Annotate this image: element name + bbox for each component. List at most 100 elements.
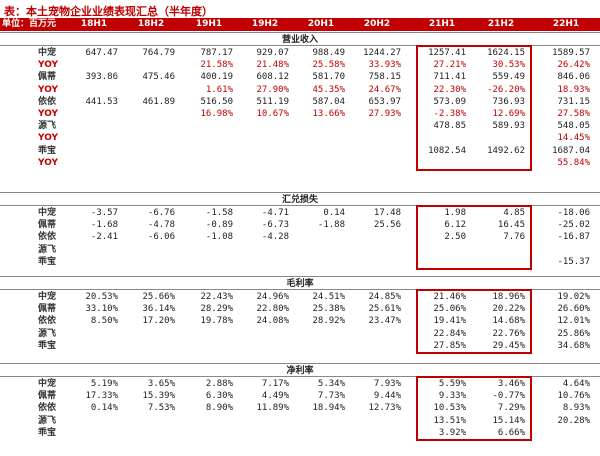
table-cell: 27.85% [433, 340, 466, 351]
table-cell: 25.86% [557, 328, 590, 339]
table-cell: 4.64% [562, 379, 590, 389]
table-row: 佩蒂 393.86 475.46 400.19 608.12 581.70 758.15 71… [0, 71, 600, 83]
table-cell: 929.07 [256, 48, 289, 58]
table-cell: -1.68 [90, 220, 118, 231]
table-cell: 15.39% [142, 391, 175, 402]
table-cell: 9.44% [373, 391, 401, 402]
row-label: 依依 [38, 316, 57, 327]
row-label: 中宠 [38, 208, 57, 218]
table-cell: 9.33% [438, 391, 466, 402]
table-cell: -25.02 [557, 220, 590, 231]
table-cell: 8.93% [562, 403, 590, 414]
table-row: 中宠 5.19% 3.65% 2.88% 7.17% 5.34% 7.93% 5.59% 3.4… [0, 378, 600, 390]
table-cell: 24.67% [368, 84, 401, 95]
table-cell: -6.73 [261, 220, 289, 231]
table-cell: 10.53% [433, 403, 466, 414]
table-cell: 5.34% [317, 379, 345, 389]
table-title: 表：本土宠物企业业绩表现汇总（半年度） [4, 5, 213, 18]
table-cell: -1.08 [205, 232, 233, 243]
table-cell: 8.90% [205, 403, 233, 414]
table-row: 乖宝 27.85% 29.45% 34.68% [0, 340, 600, 352]
table-cell: 22.30% [433, 84, 466, 95]
table-row: 乖宝 3.92% 6.66% [0, 427, 600, 439]
table-cell: 10.67% [256, 109, 289, 119]
table-cell: 33.93% [368, 60, 401, 71]
table-cell: -0.77% [492, 391, 525, 402]
table-cell: 21.58% [200, 60, 233, 71]
table-cell: 20.28% [557, 415, 590, 426]
table-cell: 846.06 [557, 72, 590, 83]
table-cell: 12.69% [492, 109, 525, 119]
table-cell: 28.92% [312, 316, 345, 327]
table-cell: 27.58% [557, 109, 590, 119]
table-cell: -4.78 [147, 220, 175, 231]
row-label: 佩蒂 [38, 304, 57, 315]
table-cell: 653.97 [368, 96, 401, 107]
row-label: 中宠 [38, 48, 57, 58]
table-cell: -18.06 [557, 208, 590, 218]
table-cell: 6.66% [497, 427, 525, 438]
table-cell: 45.35% [312, 84, 345, 95]
table-row: YOY 55.84% [0, 157, 600, 169]
table-cell: 1082.54 [428, 145, 466, 156]
table-cell: 7.29% [497, 403, 525, 414]
table-cell: 30.53% [492, 60, 525, 71]
table-cell: -26.20% [487, 84, 525, 95]
row-label: YOY [38, 157, 59, 168]
row-label: YOY [38, 84, 59, 95]
table-cell: 5.19% [90, 379, 118, 389]
table-cell: 1492.62 [487, 145, 525, 156]
table-cell: 23.47% [368, 316, 401, 327]
table-cell: 15.14% [492, 415, 525, 426]
table-row: 源飞 [0, 244, 600, 256]
row-label: 源飞 [38, 415, 57, 426]
table-row: 乖宝 -15.37 [0, 256, 600, 268]
col-header: 19H1 [195, 19, 223, 29]
table-cell: 11.89% [256, 403, 289, 414]
table-cell: 19.02% [557, 292, 590, 302]
table-cell: 6.30% [205, 391, 233, 402]
row-label: 依依 [38, 96, 57, 107]
table-cell: 12.73% [368, 403, 401, 414]
table-cell: 25.58% [312, 60, 345, 71]
table-cell: 19.78% [200, 316, 233, 327]
table-row: 佩蒂 -1.68 -4.78 -0.89 -6.73 -1.88 25.56 6.12 16.4… [0, 219, 600, 231]
table-cell: 55.84% [557, 157, 590, 168]
highlight-box [416, 376, 532, 441]
table-cell: 8.50% [90, 316, 118, 327]
highlight-box [416, 45, 532, 171]
table-row: YOY 1.61% 27.90% 45.35% 24.67% 22.30% -26.20% 1… [0, 84, 600, 96]
table-cell: 1257.41 [428, 48, 466, 58]
table-row: 乖宝 1082.54 1492.62 1687.04 [0, 145, 600, 157]
table-row: 佩蒂 33.10% 36.14% 28.29% 22.80% 25.38% 25.61% 25… [0, 303, 600, 315]
table-cell: 3.92% [438, 427, 466, 438]
table-cell: 7.17% [261, 379, 289, 389]
table-cell: 764.79 [142, 48, 175, 58]
row-label: YOY [38, 60, 59, 71]
table-cell: 7.53% [147, 403, 175, 414]
row-label: 乖宝 [38, 427, 57, 438]
col-header: 20H2 [363, 19, 391, 29]
table-cell: -15.37 [557, 256, 590, 267]
table-row: 中宠 647.47 764.79 787.17 929.07 988.49 1244.27 1… [0, 47, 600, 59]
col-header: 22H1 [552, 19, 580, 29]
row-label: 源飞 [38, 328, 57, 339]
table-cell: 29.45% [492, 340, 525, 351]
table-cell: -16.87 [557, 232, 590, 243]
row-label: YOY [38, 109, 59, 119]
table-cell: 14.68% [492, 316, 525, 327]
table-cell: 4.49% [261, 391, 289, 402]
section-header: 毛利率 [0, 276, 600, 290]
table-header: 单位：百万元 18H1 18H2 19H1 19H2 20H1 20H2 21H… [0, 18, 600, 31]
row-label: 中宠 [38, 292, 57, 302]
row-label: 佩蒂 [38, 391, 57, 402]
table-row: YOY 16.98% 10.67% 13.66% 27.93% -2.38% 12.69% 2… [0, 108, 600, 120]
table-cell: 22.84% [433, 328, 466, 339]
table-cell: 26.42% [557, 60, 590, 71]
table-row: 源飞 478.85 589.93 548.05 [0, 120, 600, 132]
table-cell: 0.14% [90, 403, 118, 414]
row-label: 乖宝 [38, 340, 57, 351]
table-row: 中宠 20.53% 25.66% 22.43% 24.96% 24.51% 24.85% 21… [0, 291, 600, 303]
table-cell: 4.85 [503, 208, 525, 218]
table-row: 依依 0.14% 7.53% 8.90% 11.89% 18.94% 12.73% 10.53… [0, 402, 600, 414]
